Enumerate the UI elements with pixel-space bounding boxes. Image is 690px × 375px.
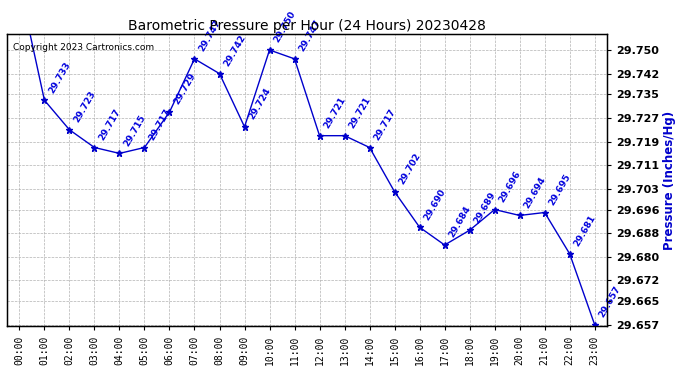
Text: Copyright 2023 Cartronics.com: Copyright 2023 Cartronics.com	[13, 42, 154, 51]
Text: 29.684: 29.684	[447, 205, 473, 240]
Text: 29.724: 29.724	[247, 87, 273, 121]
Text: 29.715: 29.715	[122, 113, 148, 148]
Text: 29.681: 29.681	[573, 214, 598, 248]
Title: Barometric Pressure per Hour (24 Hours) 20230428: Barometric Pressure per Hour (24 Hours) …	[128, 19, 486, 33]
Text: 29.717: 29.717	[97, 107, 123, 142]
Text: 29.689: 29.689	[473, 190, 497, 225]
Text: 29.733: 29.733	[47, 60, 72, 94]
Text: 29.657: 29.657	[598, 285, 622, 319]
Text: 29.742: 29.742	[222, 33, 248, 68]
Text: 29.723: 29.723	[72, 90, 97, 124]
Y-axis label: Pressure (Inches/Hg): Pressure (Inches/Hg)	[662, 110, 676, 250]
Text: 29.702: 29.702	[397, 152, 422, 186]
Text: 29.690: 29.690	[422, 187, 448, 222]
Text: 29.694: 29.694	[522, 175, 548, 210]
Text: 29.747: 29.747	[197, 18, 223, 53]
Text: 29.772: 29.772	[0, 374, 1, 375]
Text: 29.695: 29.695	[547, 172, 573, 207]
Text: 29.747: 29.747	[297, 18, 323, 53]
Text: 29.717: 29.717	[147, 107, 172, 142]
Text: 29.721: 29.721	[347, 95, 373, 130]
Text: 29.717: 29.717	[373, 107, 397, 142]
Text: 29.721: 29.721	[322, 95, 348, 130]
Text: 29.750: 29.750	[273, 10, 297, 45]
Text: 29.696: 29.696	[497, 169, 522, 204]
Text: 29.729: 29.729	[172, 72, 197, 106]
